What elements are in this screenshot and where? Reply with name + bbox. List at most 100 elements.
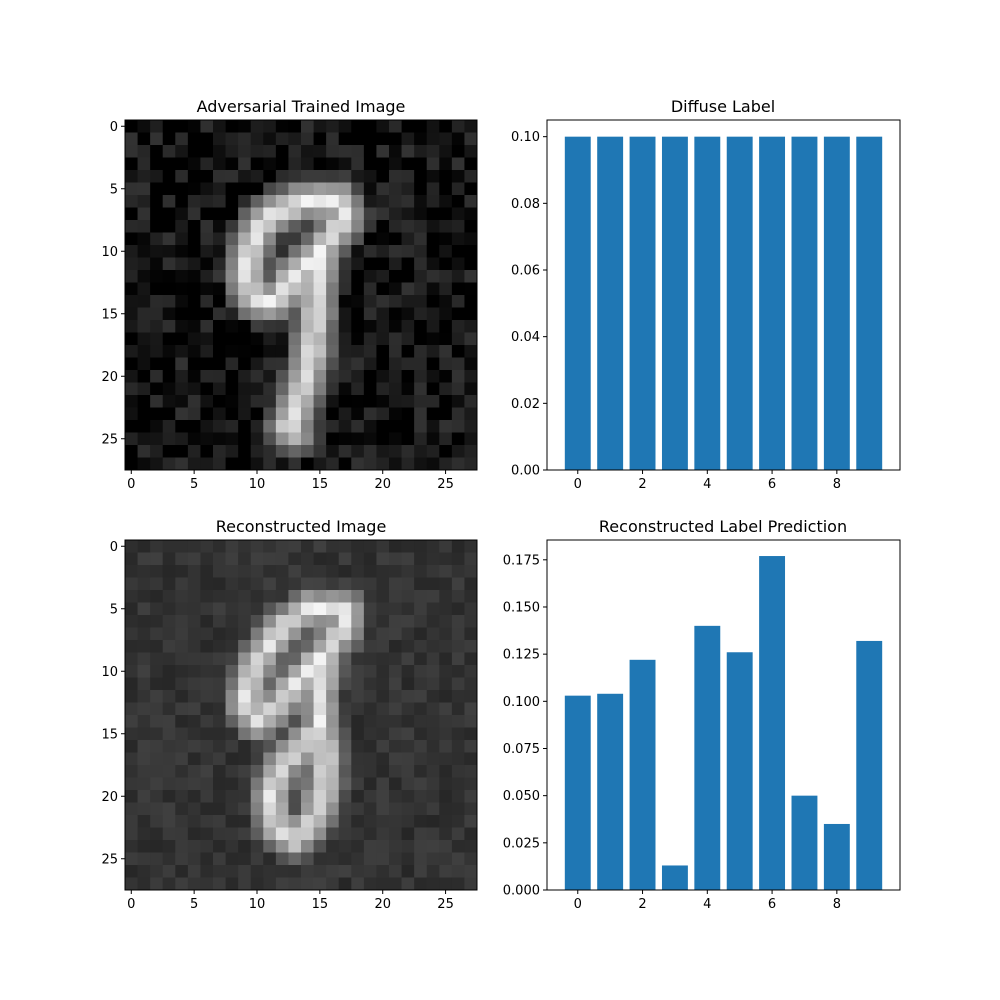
heatmap-cell xyxy=(162,827,176,841)
heatmap-cell xyxy=(401,727,415,741)
bar xyxy=(759,556,786,890)
heatmap-cell xyxy=(187,220,201,233)
heatmap-cell xyxy=(338,357,352,371)
heatmap-cell xyxy=(125,827,138,841)
heatmap-cell xyxy=(338,282,352,296)
heatmap-cell xyxy=(250,840,264,853)
heatmap-cell xyxy=(338,270,352,283)
heatmap-cell xyxy=(338,877,352,891)
heatmap-cell xyxy=(376,802,390,816)
heatmap-cell xyxy=(376,157,390,171)
heatmap-cell xyxy=(238,370,252,383)
heatmap-cell xyxy=(238,665,252,678)
heatmap-cell xyxy=(200,652,214,666)
heatmap-cell xyxy=(313,615,327,628)
heatmap-cell xyxy=(200,615,214,628)
heatmap-cell xyxy=(376,702,390,716)
heatmap-cell xyxy=(200,157,214,171)
heatmap-cell xyxy=(376,257,390,271)
heatmap-cell xyxy=(125,840,138,853)
heatmap-cell xyxy=(275,702,289,716)
heatmap-cell xyxy=(238,752,252,766)
heatmap-cell xyxy=(376,640,390,653)
heatmap-cell xyxy=(363,407,377,421)
heatmap-cell xyxy=(175,840,189,853)
heatmap-cell xyxy=(414,320,428,333)
heatmap-cell xyxy=(326,577,340,591)
heatmap-cell xyxy=(213,395,226,408)
heatmap-cell xyxy=(150,652,164,666)
heatmap-cell xyxy=(414,690,428,703)
heatmap-cell xyxy=(213,182,226,196)
heatmap-cell xyxy=(200,640,214,653)
heatmap-cell xyxy=(301,665,314,678)
heatmap-cell xyxy=(187,727,201,741)
heatmap-cell xyxy=(187,577,201,591)
heatmap-cell xyxy=(200,865,214,878)
heatmap-cell xyxy=(238,740,252,753)
heatmap-cell xyxy=(414,702,428,716)
heatmap-cell xyxy=(401,577,415,591)
heatmap-cell xyxy=(275,282,289,296)
heatmap-cell xyxy=(363,627,377,641)
heatmap-cell xyxy=(225,120,239,133)
heatmap-cell xyxy=(313,145,327,158)
heatmap-cell xyxy=(125,777,138,791)
heatmap-cell xyxy=(301,320,314,333)
heatmap-cell xyxy=(225,457,239,471)
heatmap-cell xyxy=(213,740,226,753)
heatmap-cell xyxy=(401,702,415,716)
heatmap-cell xyxy=(326,407,340,421)
heatmap-cell xyxy=(426,220,440,233)
heatmap-cell xyxy=(301,827,314,841)
heatmap-cell xyxy=(238,345,252,358)
heatmap-cell xyxy=(275,715,289,728)
heatmap-cell xyxy=(250,282,264,296)
heatmap-cell xyxy=(389,565,402,578)
heatmap-cell xyxy=(426,357,440,371)
heatmap-cell xyxy=(150,765,164,778)
heatmap-cell xyxy=(213,357,226,371)
heatmap-cell xyxy=(263,132,277,146)
heatmap-cell xyxy=(326,740,340,753)
heatmap-cell xyxy=(125,765,138,778)
x-tick-label: 5 xyxy=(190,897,198,912)
heatmap-cell xyxy=(213,690,226,703)
heatmap-cell xyxy=(426,445,440,458)
y-tick-label: 0.175 xyxy=(503,553,540,568)
heatmap-cell xyxy=(464,170,478,183)
heatmap-cell xyxy=(200,715,214,728)
heatmap-cell xyxy=(150,407,164,421)
heatmap-cell xyxy=(451,627,465,641)
heatmap-cell xyxy=(351,702,365,716)
heatmap-cell xyxy=(439,270,453,283)
heatmap-cell xyxy=(426,590,440,603)
heatmap-cell xyxy=(363,752,377,766)
heatmap-cell xyxy=(301,270,314,283)
heatmap-cell xyxy=(213,777,226,791)
heatmap-cell xyxy=(275,332,289,346)
heatmap-cell xyxy=(288,677,302,691)
heatmap-cell xyxy=(326,182,340,196)
heatmap-cell xyxy=(414,407,428,421)
heatmap-cell xyxy=(250,727,264,741)
heatmap-cell xyxy=(175,827,189,841)
heatmap-cell xyxy=(451,257,465,271)
heatmap-cell xyxy=(250,382,264,396)
heatmap-cell xyxy=(439,245,453,258)
heatmap-cell xyxy=(200,765,214,778)
heatmap-cell xyxy=(389,245,402,258)
heatmap-cell xyxy=(162,170,176,183)
heatmap-cell xyxy=(125,577,138,591)
heatmap-cell xyxy=(401,740,415,753)
heatmap-cell xyxy=(464,307,478,321)
heatmap-cell xyxy=(426,182,440,196)
heatmap-cell xyxy=(250,295,264,308)
heatmap-cell xyxy=(238,120,252,133)
heatmap-cell xyxy=(389,220,402,233)
heatmap-cell xyxy=(125,865,138,878)
heatmap-cell xyxy=(175,120,189,133)
heatmap-cell xyxy=(125,815,138,828)
heatmap-cell xyxy=(389,665,402,678)
heatmap-cell xyxy=(439,295,453,308)
